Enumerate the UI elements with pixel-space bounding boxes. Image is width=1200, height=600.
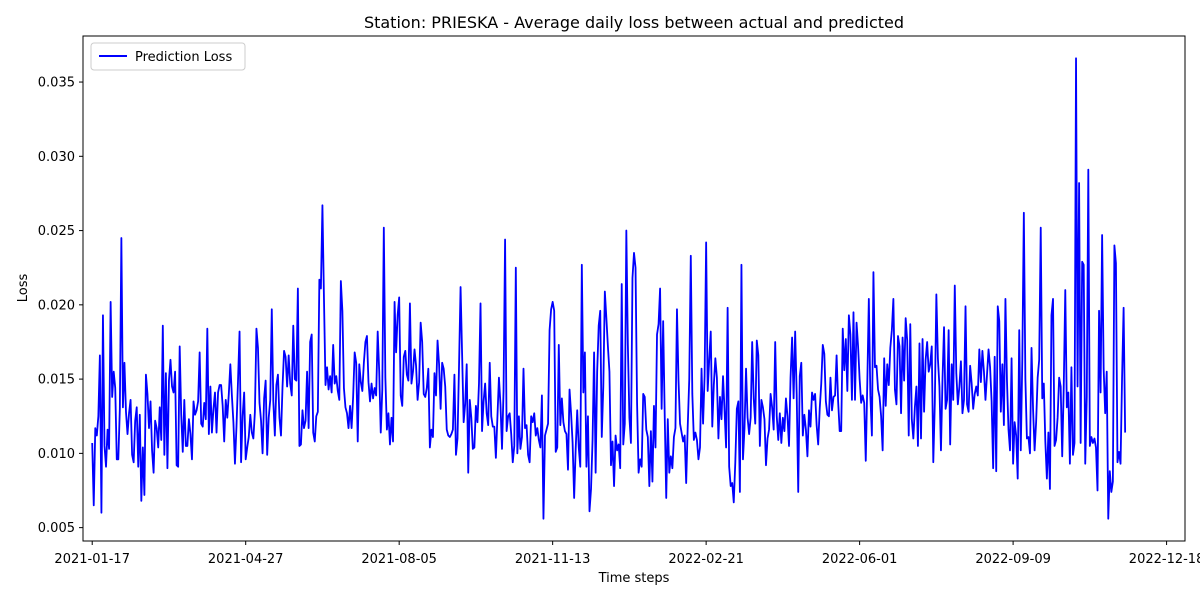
y-tick-label: 0.005 [38, 521, 75, 536]
y-axis-ticks: 0.005 0.010 0.015 0.020 0.025 0.030 0.035 [38, 76, 83, 536]
x-tick-label: 2021-08-05 [361, 552, 437, 567]
y-tick-label: 0.020 [38, 298, 75, 313]
y-tick-label: 0.025 [38, 224, 75, 239]
y-axis-label: Loss [16, 274, 31, 303]
x-tick-label: 2022-12-18 [1129, 552, 1200, 567]
x-tick-label: 2022-06-01 [822, 552, 898, 567]
plot-area [83, 36, 1185, 541]
chart-title: Station: PRIESKA - Average daily loss be… [364, 13, 904, 32]
x-axis-ticks: 2021-01-17 2021-04-27 2021-08-05 2021-11-13… [54, 541, 1200, 567]
series-line-prediction-loss [91, 57, 1127, 520]
legend-label-prediction-loss: Prediction Loss [135, 50, 232, 65]
x-axis-label: Time steps [598, 571, 670, 586]
y-tick-label: 0.015 [38, 373, 75, 388]
series-layer [91, 57, 1127, 520]
y-tick-label: 0.035 [38, 76, 75, 91]
x-tick-label: 2021-04-27 [208, 552, 284, 567]
x-tick-label: 2021-01-17 [54, 552, 130, 567]
x-tick-label: 2022-02-21 [668, 552, 744, 567]
legend-box [90, 42, 246, 71]
x-tick-label: 2022-09-09 [975, 552, 1051, 567]
legend: Prediction Loss [90, 42, 246, 71]
y-tick-label: 0.030 [38, 150, 75, 165]
plot-frame [82, 35, 1186, 542]
x-tick-label: 2021-11-13 [515, 552, 591, 567]
y-tick-label: 0.010 [38, 447, 75, 462]
